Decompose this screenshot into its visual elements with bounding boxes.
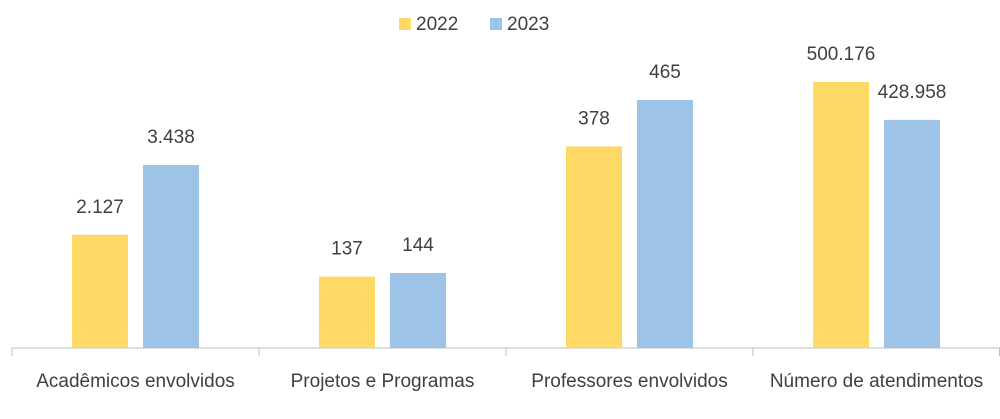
x-tick-label: Projetos e Programas [290,371,475,392]
value-label: 500.176 [807,44,876,65]
legend-swatch [399,18,411,30]
value-label: 378 [578,108,610,129]
bar [813,82,869,348]
legend-swatch [490,18,502,30]
value-label: 465 [649,62,681,83]
x-tick-label: Professores envolvidos [531,371,728,392]
legend-label: 2022 [416,14,458,35]
bar [143,165,199,348]
value-label: 137 [331,239,363,260]
x-tick-label: Número de atendimentos [769,371,984,392]
value-label: 3.438 [147,127,195,148]
bar [884,119,940,349]
value-label: 428.958 [878,82,947,103]
bar [390,273,446,348]
value-label: 144 [402,235,434,256]
value-label: 2.127 [76,197,124,218]
bar [319,276,375,348]
bar [637,100,693,348]
bar [72,234,128,348]
legend-label: 2023 [507,14,549,35]
bar [566,146,622,348]
x-tick-label: Acadêmicos envolvidos [36,371,235,392]
